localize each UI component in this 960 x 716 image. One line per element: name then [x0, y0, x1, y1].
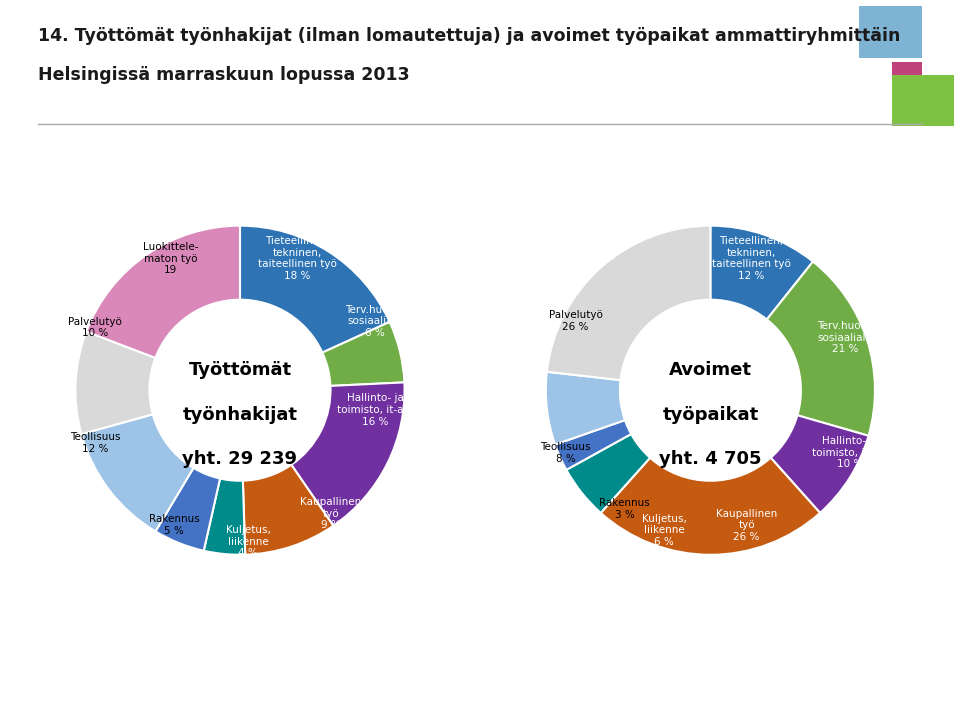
Text: Luokittele-
maton työ
19: Luokittele- maton työ 19 — [143, 242, 199, 275]
Wedge shape — [240, 226, 390, 352]
Bar — [892, 62, 922, 95]
Wedge shape — [323, 322, 404, 386]
Text: yht. 29 239: yht. 29 239 — [182, 450, 298, 468]
Text: yht. 4 705: yht. 4 705 — [660, 450, 761, 468]
Text: Kuljetus,
liikenne
4 %: Kuljetus, liikenne 4 % — [226, 525, 271, 558]
Text: Tieteellinen,
tekninen,
taiteellinen työ
12 %: Tieteellinen, tekninen, taiteellinen työ… — [712, 236, 791, 281]
Text: Helsingin kaupungin tietokeskus / MS: Helsingin kaupungin tietokeskus / MS — [708, 682, 941, 696]
Text: Helsingissä marraskuun lopussa 2013: Helsingissä marraskuun lopussa 2013 — [38, 66, 410, 84]
Text: Palvelutyö
26 %: Palvelutyö 26 % — [548, 310, 602, 332]
Text: Teollisuus
8 %: Teollisuus 8 % — [540, 442, 590, 463]
Text: Hallinto- ja
toimisto, it-ala
16 %: Hallinto- ja toimisto, it-ala 16 % — [337, 393, 413, 427]
Text: Lähde: Työ- ja elinkeinoministeriön työnvälitystilastot: Lähde: Työ- ja elinkeinoministeriön työn… — [19, 682, 353, 696]
Wedge shape — [601, 458, 820, 555]
Text: työpaikat: työpaikat — [662, 406, 758, 424]
Text: työnhakijat: työnhakijat — [182, 406, 298, 424]
Text: Avoimet: Avoimet — [669, 362, 752, 379]
Wedge shape — [82, 415, 194, 531]
Text: Työttömät: Työttömät — [188, 362, 292, 379]
Text: Tieteellinen,
tekninen,
taiteellinen työ
18 %: Tieteellinen, tekninen, taiteellinen työ… — [258, 236, 337, 281]
Text: Kaupallinen
työ
9 %: Kaupallinen työ 9 % — [300, 497, 361, 531]
Wedge shape — [771, 415, 869, 513]
Text: Terv.huolto,
sosiaaliala
6 %: Terv.huolto, sosiaaliala 6 % — [345, 304, 405, 338]
Wedge shape — [547, 226, 710, 380]
Text: Kuljetus,
liikenne
6 %: Kuljetus, liikenne 6 % — [642, 513, 686, 547]
Wedge shape — [291, 382, 404, 526]
Wedge shape — [555, 420, 631, 470]
Wedge shape — [156, 468, 220, 551]
Wedge shape — [710, 226, 813, 319]
Wedge shape — [546, 372, 625, 445]
Text: Rakennus
3 %: Rakennus 3 % — [599, 498, 650, 520]
Wedge shape — [204, 478, 245, 555]
Text: Palvelutyö
10 %: Palvelutyö 10 % — [68, 317, 122, 339]
Text: Terv.huolto
sosiaaliala
21 %: Terv.huolto sosiaaliala 21 % — [817, 321, 874, 354]
Wedge shape — [86, 226, 240, 358]
Wedge shape — [76, 332, 156, 434]
Wedge shape — [767, 261, 875, 436]
Text: Teollisuus
12 %: Teollisuus 12 % — [70, 432, 120, 454]
Text: Kaupallinen
työ
26 %: Kaupallinen työ 26 % — [716, 508, 778, 542]
Text: 14. Työttömät työnhakijat (ilman lomautettuja) ja avoimet työpaikat ammattiryhmi: 14. Työttömät työnhakijat (ilman lomaute… — [38, 27, 900, 45]
Text: Rakennus
5 %: Rakennus 5 % — [149, 514, 200, 536]
Text: Hallinto- ja
toimisto, it-ala
10 %: Hallinto- ja toimisto, it-ala 10 % — [812, 436, 888, 470]
Bar — [859, 6, 922, 58]
Wedge shape — [243, 465, 333, 555]
Bar — [892, 74, 954, 126]
Wedge shape — [566, 434, 650, 513]
